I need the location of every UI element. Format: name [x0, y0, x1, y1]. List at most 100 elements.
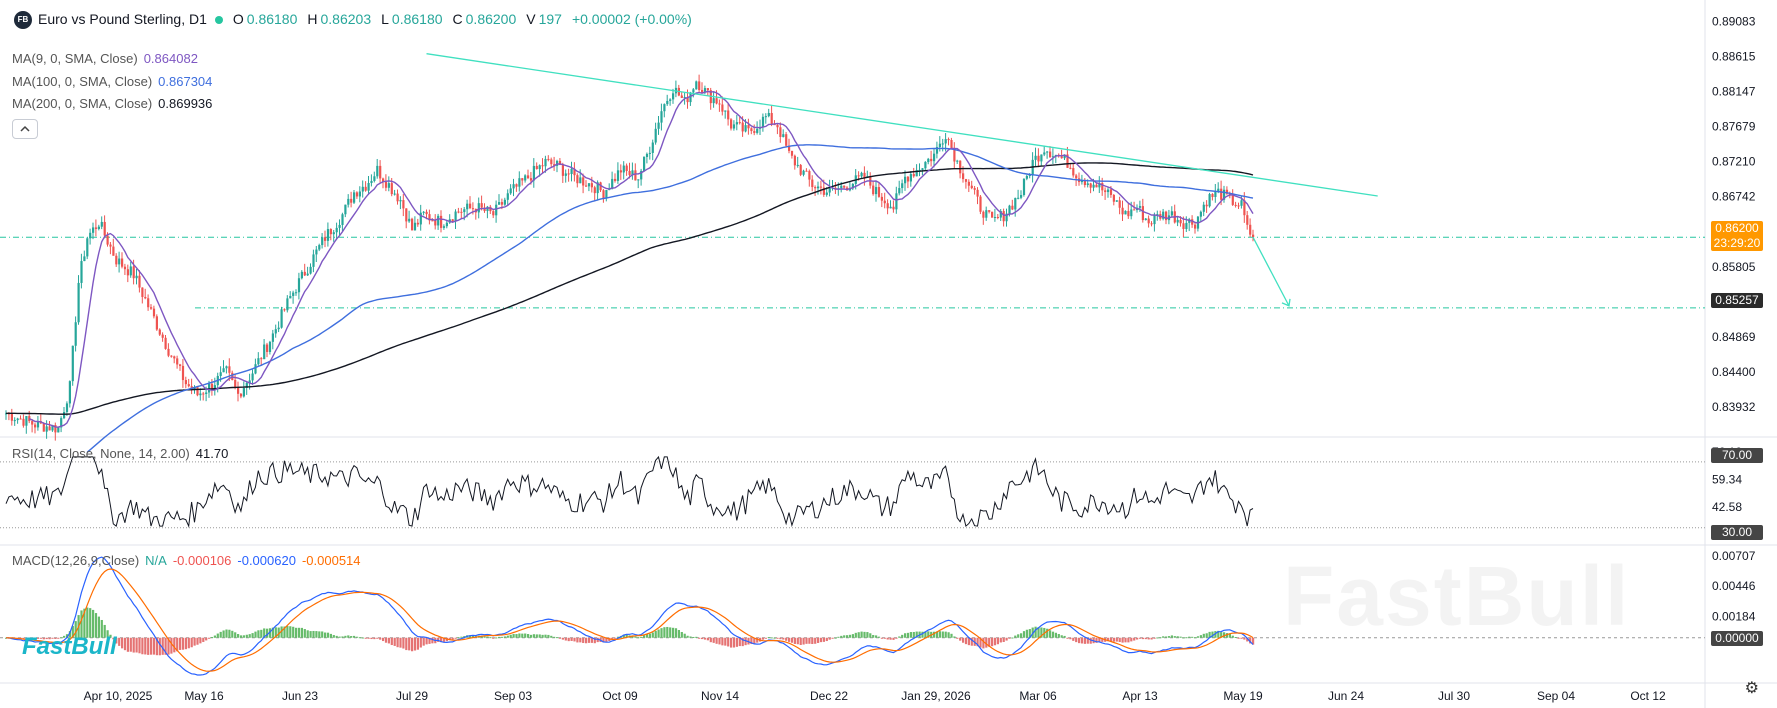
macd-histogram-bar: [1220, 632, 1223, 638]
macd-histogram-bar: [544, 634, 547, 638]
candle-body: [121, 258, 124, 267]
macd-histogram-bar: [187, 637, 190, 649]
ma200-value: 0.869936: [158, 96, 213, 111]
candle-body: [1202, 204, 1205, 212]
candle-body: [895, 193, 898, 210]
macd-histogram-bar: [622, 634, 625, 638]
macd-histogram-bar: [500, 636, 504, 638]
candle-body: [280, 309, 283, 328]
candle-body: [63, 412, 66, 419]
time-axis-tick: Mar 06: [1019, 689, 1057, 703]
macd-histogram-bar: [677, 629, 680, 638]
macd-histogram-bar: [36, 637, 40, 639]
candle-body: [170, 355, 173, 357]
macd-histogram-bar: [1246, 637, 1249, 642]
macd-histogram-bar: [959, 637, 962, 641]
macd-histogram-bar: [184, 637, 187, 650]
candle-body: [486, 206, 489, 212]
ma9-legend[interactable]: MA(9, 0, SMA, Close) 0.864082: [12, 51, 198, 66]
candle-body: [219, 372, 222, 376]
macd-histogram-bar: [1063, 635, 1066, 638]
time-axis-tick: Jan 29, 2026: [901, 689, 971, 703]
macd-line-value: -0.000620: [237, 553, 296, 568]
macd-histogram-bar: [996, 637, 999, 645]
candle-body: [756, 128, 759, 133]
candle-body: [45, 426, 48, 432]
macd-histogram-bar: [442, 637, 446, 642]
candle-body: [796, 164, 799, 166]
rsi-line: [5, 455, 1254, 528]
candle-body: [387, 183, 390, 188]
macd-histogram-bar: [529, 634, 533, 638]
rsi-legend[interactable]: RSI(14, Close, None, 14, 2.00) 41.70: [12, 446, 228, 461]
macd-histogram-bar: [1153, 637, 1156, 639]
candle-body: [181, 365, 185, 381]
macd-histogram-bar: [738, 637, 741, 647]
time-axis-tick: Apr 10, 2025: [84, 689, 153, 703]
candle-body: [512, 184, 515, 189]
macd-histogram-bar: [906, 632, 910, 638]
macd-histogram-bar: [251, 633, 254, 638]
candle-body: [991, 211, 994, 218]
macd-histogram-bar: [828, 637, 831, 640]
candle-body: [935, 147, 939, 154]
macd-histogram-bar: [463, 636, 466, 638]
candle-body: [271, 333, 274, 342]
ma100-line: [86, 144, 1254, 453]
macd-histogram-bar: [216, 633, 219, 638]
macd-histogram-bar: [982, 637, 985, 649]
macd-histogram-bar: [454, 637, 457, 639]
macd-histogram-bar: [179, 637, 182, 650]
candle-body: [1063, 154, 1066, 159]
macd-histogram-bar: [933, 631, 936, 638]
candle-body: [393, 193, 396, 195]
ma200-legend[interactable]: MA(200, 0, SMA, Close) 0.869936: [12, 96, 212, 111]
fastbull-watermark: FastBull: [1283, 548, 1630, 645]
macd-histogram-bar: [785, 637, 788, 641]
candle-body: [138, 275, 141, 288]
candle-body: [764, 116, 767, 118]
candle-body: [886, 203, 889, 209]
candle-body: [109, 244, 112, 247]
macd-histogram-bar: [721, 637, 724, 646]
macd-histogram-bar: [672, 627, 675, 638]
candle-body: [65, 403, 69, 413]
candle-body: [463, 209, 466, 213]
macd-histogram-bar: [364, 637, 367, 639]
macd-histogram-bar: [999, 637, 1002, 643]
candle-body: [657, 122, 660, 129]
candle-body: [735, 122, 738, 125]
macd-histogram-bar: [239, 635, 243, 638]
macd-histogram-bar: [875, 635, 878, 638]
macd-histogram-bar: [1165, 636, 1168, 638]
candle-body: [147, 298, 150, 308]
ma100-legend[interactable]: MA(100, 0, SMA, Close) 0.867304: [12, 74, 212, 89]
macd-histogram-bar: [935, 631, 939, 638]
macd-histogram-bar: [150, 637, 153, 655]
candle-body: [115, 255, 118, 265]
macd-histogram-bar: [483, 636, 486, 638]
macd-histogram-bar: [811, 637, 814, 645]
time-axis-tick: Jun 23: [282, 689, 318, 703]
macd-histogram-bar: [1112, 637, 1115, 642]
candle-body: [309, 266, 312, 274]
macd-histogram-bar: [321, 631, 324, 638]
candle-body: [1086, 183, 1089, 186]
macd-hist-value: -0.000106: [172, 553, 232, 568]
macd-histogram-bar: [132, 637, 135, 653]
candle-body: [724, 110, 727, 112]
macd-histogram-bar: [756, 637, 759, 643]
settings-gear-icon[interactable]: ⚙: [1744, 680, 1759, 697]
candle-body: [332, 232, 335, 235]
macd-histogram-bar: [89, 608, 92, 638]
macd-histogram-bar: [97, 616, 100, 638]
symbol-title[interactable]: Euro vs Pound Sterling, D1: [38, 11, 207, 27]
macd-histogram-bar: [582, 637, 585, 643]
macd-legend[interactable]: MACD(12,26,9,Close) N/A -0.000106 -0.000620…: [12, 553, 361, 568]
macd-histogram-bar: [1141, 637, 1144, 640]
collapse-legend-button[interactable]: [12, 119, 38, 139]
candle-body: [805, 170, 808, 172]
macd-histogram-bar: [121, 637, 124, 649]
